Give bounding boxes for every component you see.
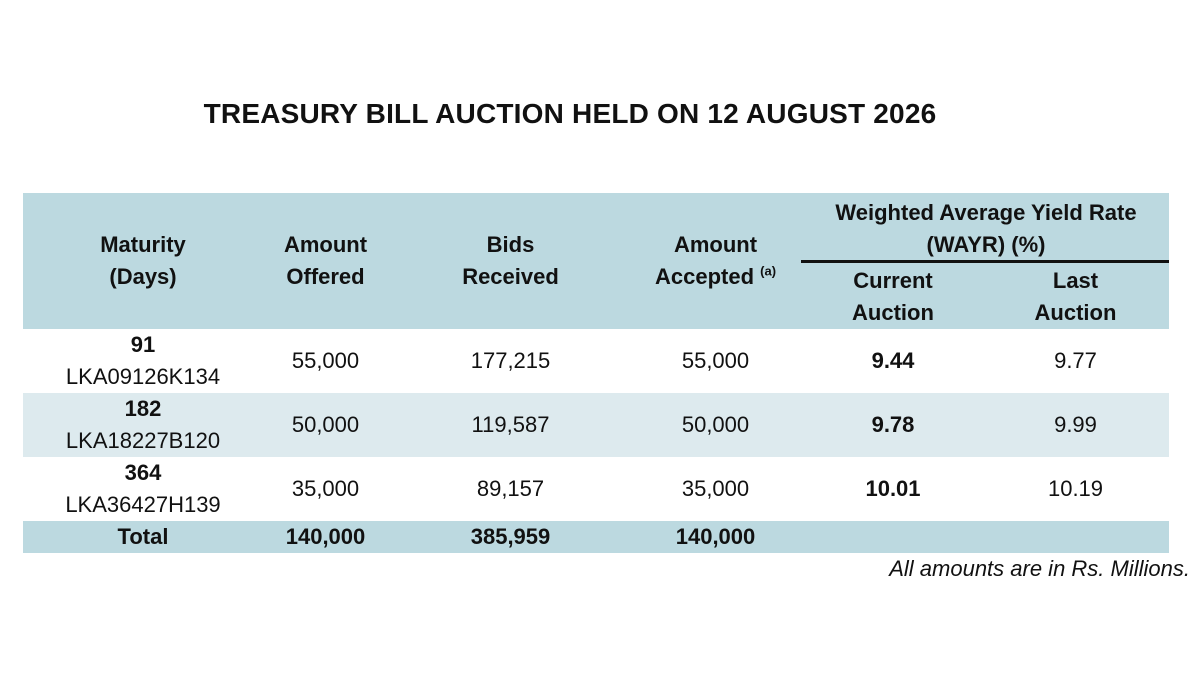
table-row: 91 LKA09126K134 55,000 177,215 55,000 9.… bbox=[23, 329, 1169, 393]
bids-received: 177,215 bbox=[470, 348, 551, 373]
header-current-line1: Current bbox=[853, 268, 933, 293]
bids-received: 89,157 bbox=[476, 476, 545, 501]
header-accepted-line2: Accepted (a) bbox=[623, 261, 808, 293]
auction-table: Maturity (Days) Amount Offered Bids Rece… bbox=[23, 193, 1169, 553]
current-wayr: 10.01 bbox=[865, 476, 921, 501]
header-wayr-line2: (WAYR) (%) bbox=[926, 232, 1046, 257]
header-offered-line2: Offered bbox=[286, 264, 365, 289]
bids-received: 119,587 bbox=[471, 412, 550, 437]
amount-offered: 55,000 bbox=[291, 348, 360, 373]
header-last-line2: Auction bbox=[1034, 300, 1117, 325]
header-accepted-line1: Amount bbox=[673, 232, 758, 257]
amount-offered: 35,000 bbox=[291, 476, 360, 501]
header-maturity-line2: (Days) bbox=[109, 264, 177, 289]
header-accepted-text: Accepted bbox=[654, 264, 755, 289]
maturity-days: 91 bbox=[130, 332, 156, 357]
header-wayr: Weighted Average Yield Rate (WAYR) (%) bbox=[803, 197, 1169, 261]
maturity-cell: 364 LKA36427H139 bbox=[23, 457, 263, 521]
header-last-auction: Last Auction bbox=[988, 265, 1163, 329]
table-header: Maturity (Days) Amount Offered Bids Rece… bbox=[23, 193, 1169, 329]
total-label: Total bbox=[117, 524, 169, 549]
header-amount-accepted: Amount Accepted (a) bbox=[623, 229, 808, 293]
current-wayr: 9.44 bbox=[871, 348, 915, 373]
amount-offered: 50,000 bbox=[291, 412, 360, 437]
last-wayr: 9.77 bbox=[1054, 348, 1097, 373]
maturity-days: 364 bbox=[124, 460, 162, 485]
current-wayr: 9.78 bbox=[871, 412, 915, 437]
header-maturity-line1: Maturity bbox=[100, 232, 186, 257]
header-current-line2: Auction bbox=[852, 300, 934, 325]
header-current-auction: Current Auction bbox=[803, 265, 983, 329]
table-row: 364 LKA36427H139 35,000 89,157 35,000 10… bbox=[23, 457, 1169, 521]
header-amount-offered: Amount Offered bbox=[238, 229, 413, 293]
table-row: 182 LKA18227B120 50,000 119,587 50,000 9… bbox=[23, 393, 1169, 457]
maturity-cell: 91 LKA09126K134 bbox=[23, 329, 263, 393]
last-wayr: 10.19 bbox=[1047, 476, 1104, 501]
header-last-line1: Last bbox=[1052, 268, 1099, 293]
amount-accepted: 55,000 bbox=[681, 348, 750, 373]
isin-code: LKA09126K134 bbox=[65, 364, 221, 389]
isin-code: LKA18227B120 bbox=[65, 428, 221, 453]
total-accepted: 140,000 bbox=[675, 524, 756, 549]
amount-accepted: 50,000 bbox=[681, 412, 750, 437]
last-wayr: 9.99 bbox=[1054, 412, 1097, 437]
header-bids-line2: Received bbox=[462, 264, 559, 289]
footnote: All amounts are in Rs. Millions. bbox=[889, 556, 1190, 581]
header-accepted-footnote: (a) bbox=[760, 263, 777, 279]
header-bids-line1: Bids bbox=[486, 232, 535, 257]
total-offered: 140,000 bbox=[285, 524, 366, 549]
header-bids-received: Bids Received bbox=[423, 229, 598, 293]
header-wayr-line1: Weighted Average Yield Rate bbox=[835, 200, 1137, 225]
isin-code: LKA36427H139 bbox=[65, 492, 221, 517]
total-bids: 385,959 bbox=[470, 524, 551, 549]
page-title: TREASURY BILL AUCTION HELD ON 12 AUGUST … bbox=[203, 98, 937, 129]
maturity-cell: 182 LKA18227B120 bbox=[23, 393, 263, 457]
header-offered-line1: Amount bbox=[283, 232, 368, 257]
header-maturity: Maturity (Days) bbox=[23, 229, 263, 293]
header-divider bbox=[801, 260, 1169, 263]
total-row: Total 140,000 385,959 140,000 bbox=[23, 521, 1169, 553]
amount-accepted: 35,000 bbox=[681, 476, 750, 501]
maturity-days: 182 bbox=[124, 396, 162, 421]
